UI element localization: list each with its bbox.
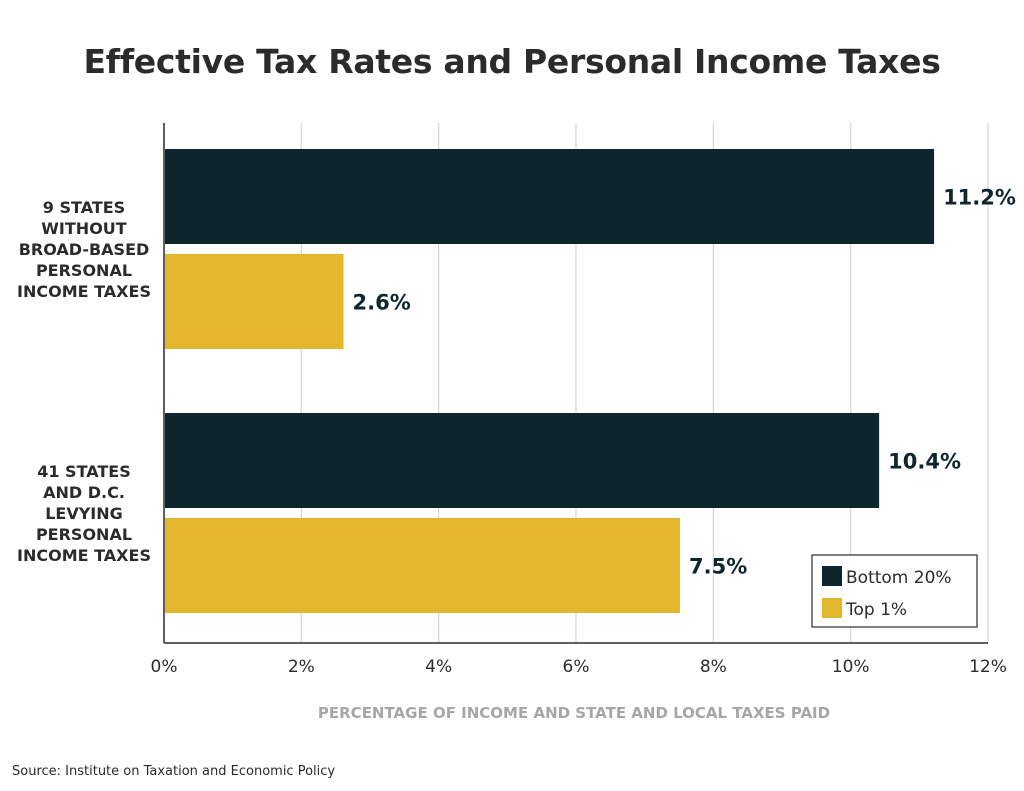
x-tick-label: 4%: [425, 657, 452, 677]
category-label: INCOME TAXES: [17, 546, 151, 565]
x-axis-label: PERCENTAGE OF INCOME AND STATE AND LOCAL…: [318, 704, 830, 722]
x-tick-label: 12%: [969, 657, 1007, 677]
value-labels: 11.2% 2.6% 10.4% 7.5%: [353, 186, 1016, 579]
x-tick-labels: 0% 2% 4% 6% 8% 10% 12%: [151, 657, 1007, 677]
legend-swatch-top-1: [822, 598, 842, 618]
legend-label-top-1: Top 1%: [845, 600, 907, 620]
legend-swatch-bottom-20: [822, 566, 842, 586]
category-label: PERSONAL: [36, 261, 132, 280]
data-label: 10.4%: [888, 450, 961, 474]
data-label: 7.5%: [689, 555, 747, 579]
bar: [165, 254, 344, 349]
legend: Bottom 20% Top 1%: [811, 554, 978, 628]
category-label: 9 STATES: [43, 198, 125, 217]
legend-label-bottom-20: Bottom 20%: [846, 568, 952, 588]
data-label: 11.2%: [943, 186, 1016, 210]
category-label: LEVYING: [45, 504, 123, 523]
chart-title: Effective Tax Rates and Personal Income …: [83, 42, 941, 81]
bars: [165, 149, 935, 613]
category-label: AND D.C.: [43, 483, 125, 502]
x-tick-label: 8%: [700, 657, 727, 677]
x-tick-label: 6%: [563, 657, 590, 677]
category-label: WITHOUT: [41, 219, 127, 238]
data-label: 2.6%: [353, 291, 411, 315]
x-tick-label: 2%: [288, 657, 315, 677]
category-label: BROAD-BASED: [19, 240, 150, 259]
category-label: INCOME TAXES: [17, 282, 151, 301]
category-label: 41 STATES: [37, 462, 131, 481]
category-labels: 9 STATES WITHOUT BROAD-BASED PERSONAL INCOME…: [17, 198, 151, 565]
category-label: PERSONAL: [36, 525, 132, 544]
source-note: Source: Institute on Taxation and Econom…: [12, 764, 336, 779]
bar: [165, 149, 935, 244]
x-tick-label: 10%: [832, 657, 870, 677]
bar: [165, 518, 680, 613]
axes: [163, 123, 988, 644]
x-tick-label: 0%: [151, 657, 178, 677]
bar: [165, 413, 880, 508]
